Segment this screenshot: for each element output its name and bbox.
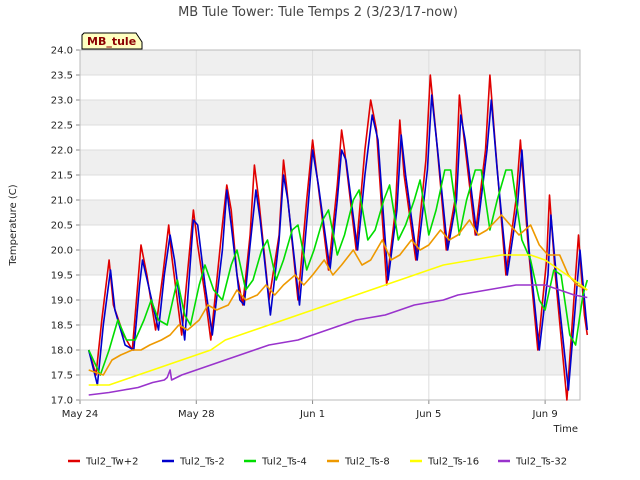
- y-tick-label: 19.0: [51, 296, 73, 307]
- y-axis-label: Temperature (C): [8, 184, 19, 266]
- series-lines: [87, 74, 589, 401]
- series-line-tul2-ts-32: [88, 284, 588, 396]
- y-tick-label: 20.0: [51, 246, 73, 257]
- badge-box: [81, 32, 143, 50]
- legend-label: Tul2_Tw+2: [85, 457, 138, 468]
- y-tick-label: 22.0: [51, 146, 73, 157]
- series-line-tul2-ts-16: [88, 254, 588, 386]
- legend-label: Tul2_Ts-32: [515, 457, 567, 468]
- badge-label: MB_tule: [87, 35, 136, 48]
- y-tick-label: 23.0: [51, 96, 73, 107]
- plot-frame: [79, 49, 581, 401]
- x-axis-label: Time: [553, 424, 578, 435]
- y-tick-label: 23.5: [51, 71, 73, 82]
- series-line-tul2-ts-4: [87, 169, 589, 376]
- y-tick-label: 22.5: [51, 121, 73, 132]
- legend-label: Tul2_Ts-4: [261, 457, 307, 468]
- legend: Tul2_Tw+2 Tul2_Ts-2 Tul2_Ts-4 Tul2_Ts-8 Tul2…: [68, 457, 567, 468]
- legend-label: Tul2_Ts-2: [179, 457, 225, 468]
- y-tick-label: 19.5: [51, 271, 73, 282]
- legend-label: Tul2_Ts-8: [344, 457, 390, 468]
- plot-band: [80, 100, 580, 125]
- chart-title: MB Tule Tower: Tule Temps 2 (3/23/17-now…: [178, 5, 458, 20]
- y-tick-label: 17.5: [51, 371, 73, 382]
- x-tick-label: May 24: [62, 409, 99, 420]
- y-tick-label: 21.0: [51, 196, 73, 207]
- y-tick-label: 18.0: [51, 346, 73, 357]
- plot-band: [80, 50, 580, 75]
- y-tick-label: 17.0: [51, 396, 73, 407]
- series-line-tul2-tw-2: [87, 74, 589, 401]
- y-tick-label: 20.5: [51, 221, 73, 232]
- legend-label: Tul2_Ts-16: [427, 457, 479, 468]
- station-badge: MB_tule: [81, 32, 143, 50]
- y-tick-label: 24.0: [51, 46, 73, 57]
- series-line-tul2-ts-2: [87, 94, 589, 391]
- y-tick-label: 18.5: [51, 321, 73, 332]
- x-tick-label: Jun 5: [415, 409, 441, 420]
- plot-band: [80, 350, 580, 375]
- y-tick-label: 21.5: [51, 171, 73, 182]
- x-tick-label: May 28: [178, 409, 215, 420]
- x-tick-label: Jun 1: [299, 409, 325, 420]
- series-line-tul2-ts-8: [88, 214, 588, 376]
- x-tick-label: Jun 9: [532, 409, 558, 420]
